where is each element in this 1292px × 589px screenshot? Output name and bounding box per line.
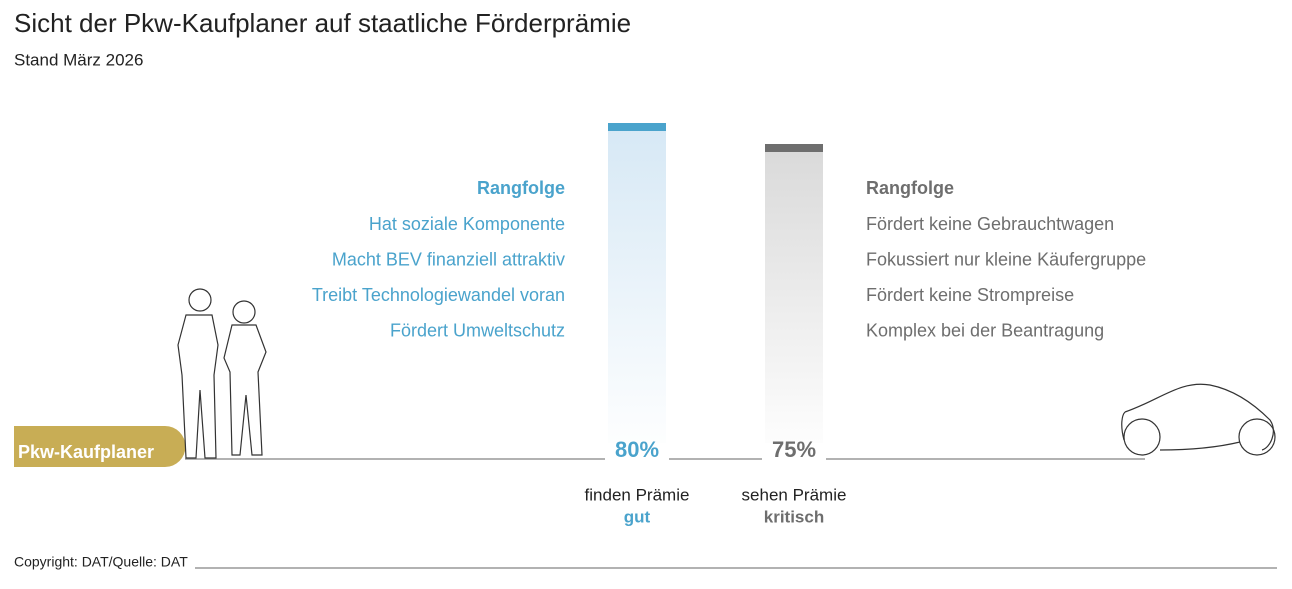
copyright: Copyright: DAT/Quelle: DAT: [14, 554, 188, 570]
ranking-item: Komplex bei der Beantragung: [866, 320, 1104, 340]
value-label: 80%: [615, 437, 659, 462]
ranking-item: Hat soziale Komponente: [369, 214, 565, 234]
ranking-item: Treibt Technologiewandel voran: [312, 285, 565, 305]
value-label: 75%: [772, 437, 816, 462]
chart-title: Sicht der Pkw-Kaufplaner auf staatliche …: [14, 8, 631, 38]
people-illustration: [177, 288, 267, 459]
ranking-item: Fokussiert nur kleine Käufergruppe: [866, 249, 1146, 269]
ranking-item: Fördert keine Strompreise: [866, 285, 1074, 305]
car-illustration: [1121, 383, 1276, 456]
ranking-heading: Rangfolge: [477, 178, 565, 198]
ranking-heading: Rangfolge: [866, 178, 954, 198]
ranking-item: Fördert Umweltschutz: [390, 320, 565, 340]
ranking-item: Fördert keine Gebrauchtwagen: [866, 214, 1114, 234]
bar: [765, 144, 823, 459]
category-label: finden Prämie: [585, 485, 690, 504]
group-tag: [14, 426, 186, 467]
bar: [608, 123, 666, 459]
bar-cap: [608, 123, 666, 131]
label-backdrop: [762, 443, 826, 471]
category-label: sehen Prämie: [742, 485, 847, 504]
chart-subtitle: Stand März 2026: [14, 50, 143, 69]
group-label: Pkw-Kaufplaner: [18, 442, 154, 462]
label-backdrop: [605, 443, 669, 471]
ranking-item: Macht BEV finanziell attraktiv: [332, 249, 565, 269]
category-verdict: gut: [624, 507, 651, 526]
category-verdict: kritisch: [764, 507, 824, 526]
bar-cap: [765, 144, 823, 152]
